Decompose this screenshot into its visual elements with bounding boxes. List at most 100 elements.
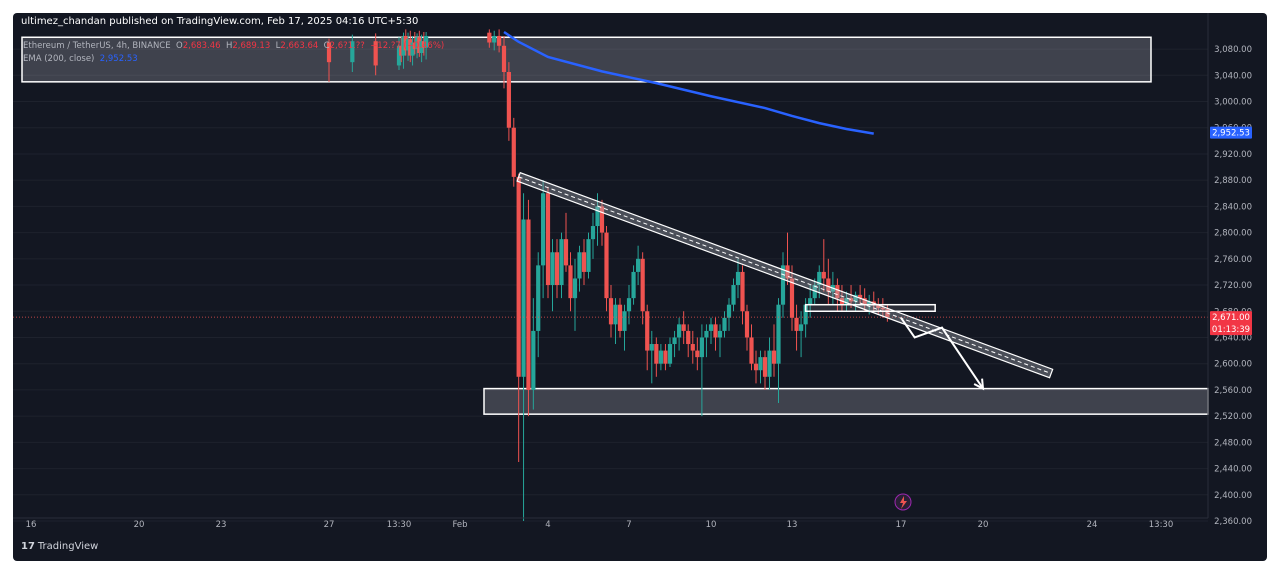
candle-body bbox=[408, 39, 413, 56]
candle-body bbox=[559, 239, 564, 286]
candle-body bbox=[658, 350, 663, 364]
candle-body bbox=[608, 298, 614, 325]
candle-body bbox=[424, 35, 429, 48]
candle-body bbox=[848, 298, 854, 302]
candle-body bbox=[862, 298, 867, 305]
y-tick-label: 2,400.00 bbox=[1214, 491, 1252, 501]
candle-body bbox=[501, 45, 507, 73]
candle-body bbox=[511, 127, 516, 177]
candle-body bbox=[713, 324, 718, 338]
candle-body bbox=[640, 258, 645, 312]
x-tick-label: 20 bbox=[978, 520, 989, 530]
close-label: C bbox=[323, 41, 330, 51]
candle-body bbox=[563, 239, 569, 266]
chart-frame: ultimez_chandan published on TradingView… bbox=[13, 13, 1267, 561]
candle-body bbox=[853, 294, 858, 302]
candle-body bbox=[880, 307, 885, 310]
candle-body bbox=[749, 337, 754, 364]
candle-body bbox=[844, 298, 849, 305]
candle-body bbox=[726, 304, 732, 318]
x-tick-label: 16 bbox=[26, 520, 37, 530]
candle-body bbox=[414, 37, 420, 50]
x-tick-label: 7 bbox=[626, 520, 631, 530]
candle-body bbox=[798, 324, 804, 331]
ema-line bbox=[503, 30, 874, 135]
y-tick-label: 3,080.00 bbox=[1214, 45, 1252, 55]
candle-body bbox=[526, 219, 531, 390]
x-tick-label: 23 bbox=[216, 520, 227, 530]
candle-body bbox=[550, 252, 555, 286]
y-tick-label: 2,760.00 bbox=[1214, 255, 1252, 265]
y-tick-label: 3,000.00 bbox=[1214, 98, 1252, 108]
candle-body bbox=[403, 35, 408, 51]
candle-body bbox=[722, 317, 727, 331]
price-chart[interactable]: 3,080.003,040.003,000.002,960.002,920.00… bbox=[13, 13, 1267, 561]
symbol-label: Ethereum / TetherUS, 4h, BINANCE bbox=[23, 41, 171, 51]
candle-body bbox=[817, 271, 822, 286]
candle-body bbox=[740, 271, 745, 312]
candle-body bbox=[410, 42, 415, 56]
candle-body bbox=[326, 42, 332, 63]
projection-arrowhead bbox=[973, 378, 985, 391]
chart-legend: Ethereum / TetherUS, 4h, BINANCE O2,683.… bbox=[23, 40, 444, 66]
candle-body bbox=[858, 294, 863, 299]
candle-body bbox=[581, 252, 587, 272]
candle-body bbox=[487, 32, 492, 43]
low-value: 2,663.64 bbox=[280, 41, 319, 51]
x-tick-label: 24 bbox=[1087, 520, 1098, 530]
x-tick-label: Feb bbox=[452, 520, 467, 530]
candle-body bbox=[554, 252, 560, 286]
high-value: 2,689.13 bbox=[232, 41, 271, 51]
candle-body bbox=[599, 206, 605, 233]
candle-body bbox=[735, 271, 741, 286]
candle-body bbox=[613, 304, 618, 325]
candle-body bbox=[695, 350, 700, 358]
candle-body bbox=[419, 41, 424, 53]
candle-body bbox=[771, 350, 777, 364]
candle-body bbox=[572, 278, 578, 299]
candle-body bbox=[704, 330, 709, 338]
y-tick-label: 2,560.00 bbox=[1214, 386, 1252, 396]
y-tick-label: 2,880.00 bbox=[1214, 176, 1252, 186]
y-tick-label: 2,520.00 bbox=[1214, 412, 1252, 422]
candle-body bbox=[681, 324, 686, 331]
y-tick-label: 2,640.00 bbox=[1214, 333, 1252, 343]
candle-body bbox=[654, 344, 659, 364]
candle-body bbox=[401, 35, 406, 56]
candle-body bbox=[699, 337, 704, 358]
candle-body bbox=[506, 72, 511, 128]
candle-body bbox=[677, 324, 682, 338]
candle-body bbox=[708, 324, 714, 331]
candle-body bbox=[645, 311, 650, 351]
candle-body bbox=[672, 337, 677, 345]
candle-body bbox=[667, 344, 673, 364]
countdown-label: 01:13:39 bbox=[1212, 325, 1250, 335]
candle-body bbox=[545, 193, 551, 286]
candle-body bbox=[604, 232, 609, 299]
candle-body bbox=[516, 176, 521, 377]
candle-body bbox=[586, 239, 591, 272]
trendline-center bbox=[518, 176, 1052, 374]
candle-body bbox=[531, 330, 536, 390]
lightning-bolt-icon bbox=[900, 496, 907, 509]
ema-label: EMA (200, close) bbox=[23, 54, 95, 64]
candle-body bbox=[412, 42, 417, 50]
change-value: −12.?7 (−0.46%) bbox=[370, 41, 445, 51]
x-tick-label: 20 bbox=[134, 520, 145, 530]
x-tick-label: 27 bbox=[324, 520, 335, 530]
candle-body bbox=[686, 330, 691, 345]
open-value: 2,683.46 bbox=[182, 41, 221, 51]
candle-body bbox=[776, 304, 781, 364]
candle-body bbox=[417, 37, 422, 53]
candle-body bbox=[350, 41, 355, 63]
ema-value: 2,952.53 bbox=[99, 54, 138, 64]
x-tick-label: 13:30 bbox=[387, 520, 412, 530]
low-label: L bbox=[275, 41, 281, 51]
tradingview-brand[interactable]: 17 TradingView bbox=[21, 541, 98, 552]
candle-body bbox=[631, 271, 636, 299]
x-tick-label: 13 bbox=[787, 520, 798, 530]
candle-body bbox=[826, 278, 831, 292]
candle-body bbox=[762, 357, 768, 377]
candle-body bbox=[758, 357, 763, 371]
y-tick-label: 2,440.00 bbox=[1214, 465, 1252, 475]
